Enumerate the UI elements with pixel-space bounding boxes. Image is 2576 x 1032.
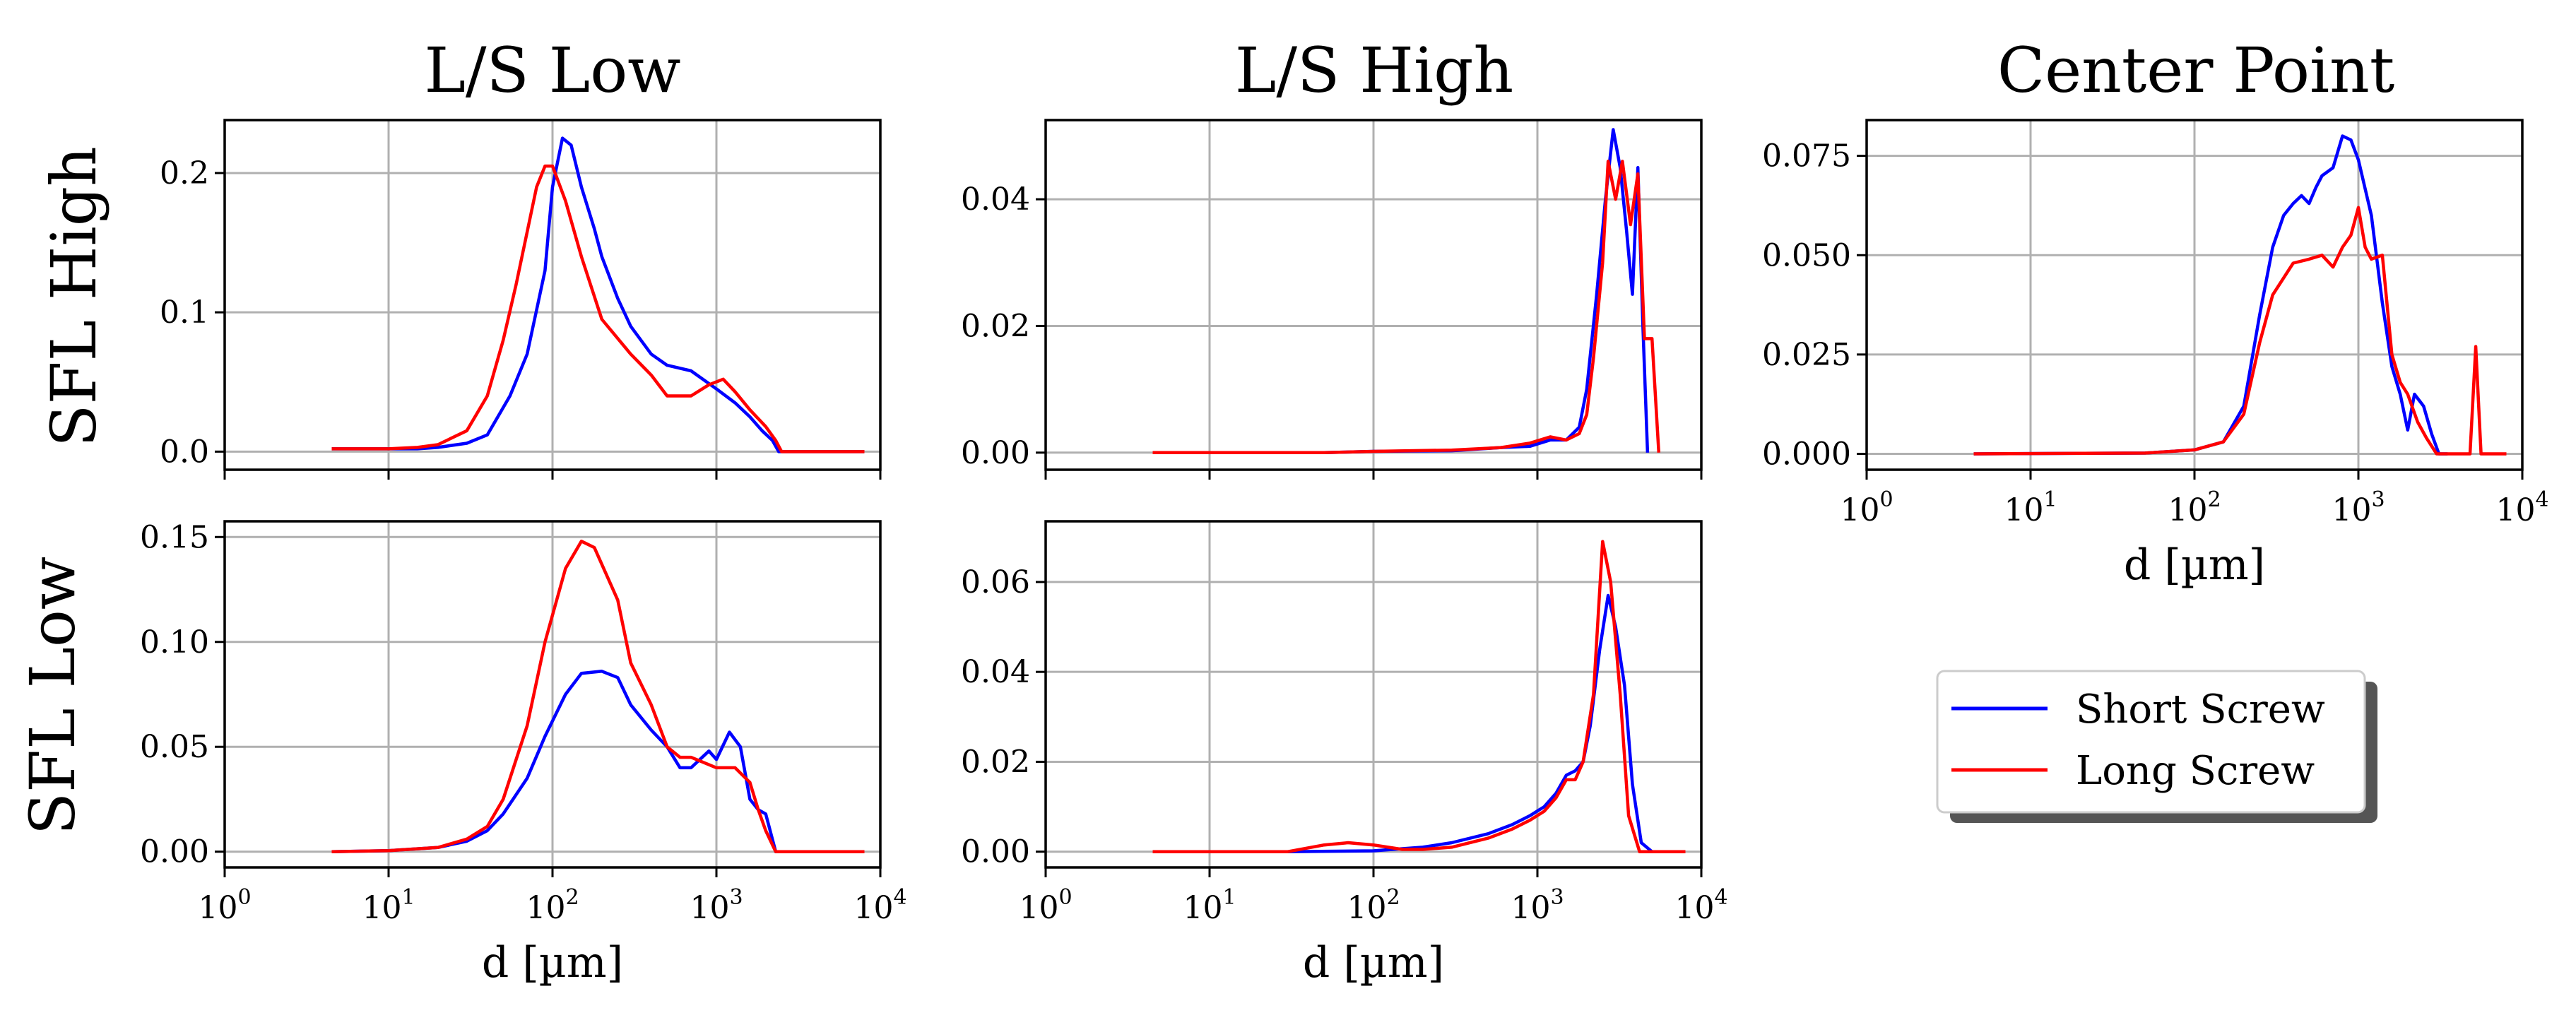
y-tick-label: 0.15	[140, 519, 209, 555]
x-tick-label: 102	[1347, 885, 1400, 926]
x-tick-label: 103	[2332, 487, 2385, 528]
y-tick-label: 0.02	[961, 308, 1030, 344]
subplot-ls-high-sfl-high: 0.00 0.02 0.04	[961, 119, 1703, 480]
x-axis-label: d [µm]	[1303, 938, 1444, 987]
subplot-ls-low-sfl-high: 0.0 0.1 0.2	[160, 119, 882, 480]
y-tick-label: 0.050	[1762, 237, 1851, 273]
x-tick-label: 102	[526, 885, 579, 926]
series-line-long-screw	[331, 164, 865, 453]
y-tick-label: 0.04	[961, 654, 1030, 690]
series-line-long-screw	[1973, 206, 2507, 456]
y-tick-label: 0.04	[961, 182, 1030, 218]
x-tick-label: 101	[362, 885, 415, 926]
column-title-center-point: Center Point	[1997, 34, 2394, 107]
series-line-short-screw	[1152, 593, 1686, 853]
y-tick-label: 0.06	[961, 564, 1030, 600]
x-tick-label: 102	[2168, 487, 2221, 528]
y-tick-label: 0.00	[140, 834, 209, 870]
x-tick-label: 104	[853, 885, 906, 926]
x-tick-label: 100	[1840, 487, 1893, 528]
legend: Short Screw Long Screw	[1936, 670, 2377, 823]
y-tick-label: 0.00	[961, 435, 1030, 471]
x-axis-label: d [µm]	[2124, 540, 2265, 590]
series-line-short-screw	[331, 670, 865, 853]
x-axis-label: d [µm]	[482, 938, 623, 987]
y-tick-label: 0.025	[1762, 337, 1851, 373]
row-title-sfl-low: SFL Low	[16, 557, 89, 836]
legend-label-short-screw: Short Screw	[2076, 687, 2325, 733]
series-line-long-screw	[1152, 160, 1661, 455]
subplot-ls-high-sfl-low: 0.00 0.02 0.04 0.06 100 101 102 103 104 d [µm]	[961, 520, 1728, 987]
series-line-short-screw	[331, 136, 865, 453]
y-tick-label: 0.0	[160, 434, 209, 470]
y-tick-label: 0.00	[961, 834, 1030, 870]
y-tick-label: 0.075	[1762, 138, 1851, 174]
y-tick-label: 0.1	[160, 295, 209, 331]
row-title-sfl-high: SFL High	[37, 146, 110, 447]
x-tick-label: 100	[1019, 885, 1072, 926]
x-tick-label: 100	[198, 885, 251, 926]
legend-label-long-screw: Long Screw	[2076, 748, 2315, 794]
series-line-long-screw	[331, 539, 865, 853]
x-tick-label: 104	[1674, 885, 1727, 926]
x-tick-label: 101	[1183, 885, 1236, 926]
y-tick-label: 0.2	[160, 155, 209, 191]
y-tick-label: 0.000	[1762, 437, 1851, 473]
y-tick-label: 0.02	[961, 744, 1030, 780]
series-line-short-screw	[1152, 128, 1650, 455]
x-tick-label: 101	[2004, 487, 2057, 528]
series-line-short-screw	[1973, 134, 2448, 456]
legend-box	[1936, 670, 2366, 814]
y-tick-label: 0.05	[140, 729, 209, 765]
series-line-long-screw	[1152, 540, 1686, 853]
x-tick-label: 103	[690, 885, 743, 926]
column-title-ls-low: L/S Low	[424, 34, 680, 107]
column-title-ls-high: L/S High	[1235, 34, 1513, 107]
y-tick-label: 0.10	[140, 624, 209, 660]
x-tick-label: 104	[2495, 487, 2548, 528]
subplot-center-point: 0.000 0.025 0.050 0.075 100 101 102 103 104 d [µm…	[1762, 119, 2549, 590]
x-tick-label: 103	[1511, 885, 1564, 926]
subplot-ls-low-sfl-low: 0.00 0.05 0.10 0.15 100 101 102 103 104 d [µm]	[140, 519, 907, 987]
